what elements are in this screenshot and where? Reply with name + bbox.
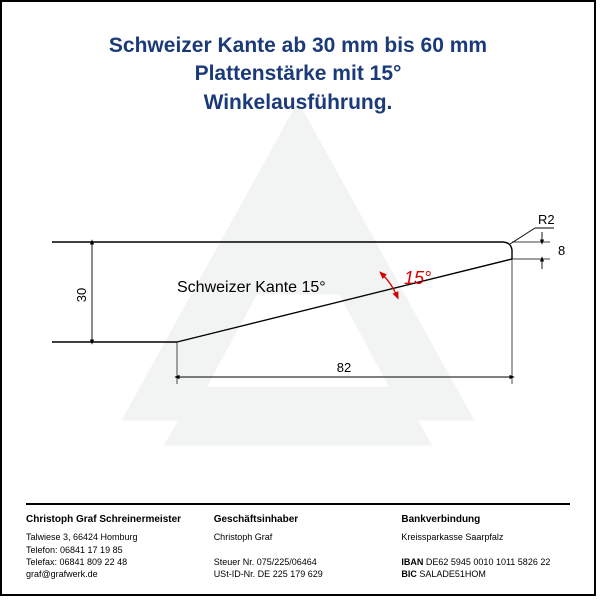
footer-col2-line: USt-ID-Nr. DE 225 179 629 <box>214 568 383 580</box>
angle-annotation: 15° <box>382 268 431 296</box>
page-frame: Schweizer Kante ab 30 mm bis 60 mm Platt… <box>0 0 596 596</box>
title-line-2: Plattenstärke mit 15° <box>2 60 594 88</box>
radius-label: R2 <box>538 212 555 227</box>
footer-col-bank: Bankverbindung Kreissparkasse Saarpfalz … <box>401 513 570 580</box>
footer-col-company: Christoph Graf Schreinermeister Talwiese… <box>26 513 195 580</box>
footer-col1-line: graf@grafwerk.de <box>26 568 195 580</box>
shape-label: Schweizer Kante 15° <box>177 279 326 296</box>
footer-col3-line: Kreissparkasse Saarpfalz <box>401 531 570 543</box>
dim-right-label: 8 <box>558 243 565 258</box>
profile-diagram: 30 Schweizer Kante 15° 15° R2 8 <box>2 182 596 442</box>
footer-col1-heading: Christoph Graf Schreinermeister <box>26 513 195 527</box>
footer-col2-line: Steuer Nr. 075/225/06464 <box>214 556 383 568</box>
footer-col3-line: IBAN DE62 5945 0010 1011 5826 22 <box>401 556 570 568</box>
footer-col2-line: Christoph Graf <box>214 531 383 543</box>
footer-col1-line: Telefax: 06841 809 22 48 <box>26 556 195 568</box>
footer-col3-line <box>401 544 570 556</box>
dim-width-82: 82 <box>177 259 512 384</box>
footer-col3-line: BIC SALADE51HOM <box>401 568 570 580</box>
footer-col2-heading: Geschäftsinhaber <box>214 513 383 527</box>
dim-left-label: 30 <box>74 288 89 302</box>
page-title: Schweizer Kante ab 30 mm bis 60 mm Platt… <box>2 32 594 117</box>
footer: Christoph Graf Schreinermeister Talwiese… <box>26 503 570 580</box>
dim-left-30: 30 <box>52 242 102 342</box>
footer-col1-line: Telefon: 06841 17 19 85 <box>26 544 195 556</box>
footer-col-owner: Geschäftsinhaber Christoph Graf Steuer N… <box>214 513 383 580</box>
footer-col1-line: Talwiese 3, 66424 Homburg <box>26 531 195 543</box>
footer-col2-line <box>214 544 383 556</box>
angle-label: 15° <box>404 268 431 288</box>
title-line-1: Schweizer Kante ab 30 mm bis 60 mm <box>2 32 594 60</box>
radius-callout: R2 <box>510 212 555 244</box>
dim-width-label: 82 <box>337 360 351 375</box>
footer-col3-heading: Bankverbindung <box>401 513 570 527</box>
title-line-3: Winkelausführung. <box>2 89 594 117</box>
